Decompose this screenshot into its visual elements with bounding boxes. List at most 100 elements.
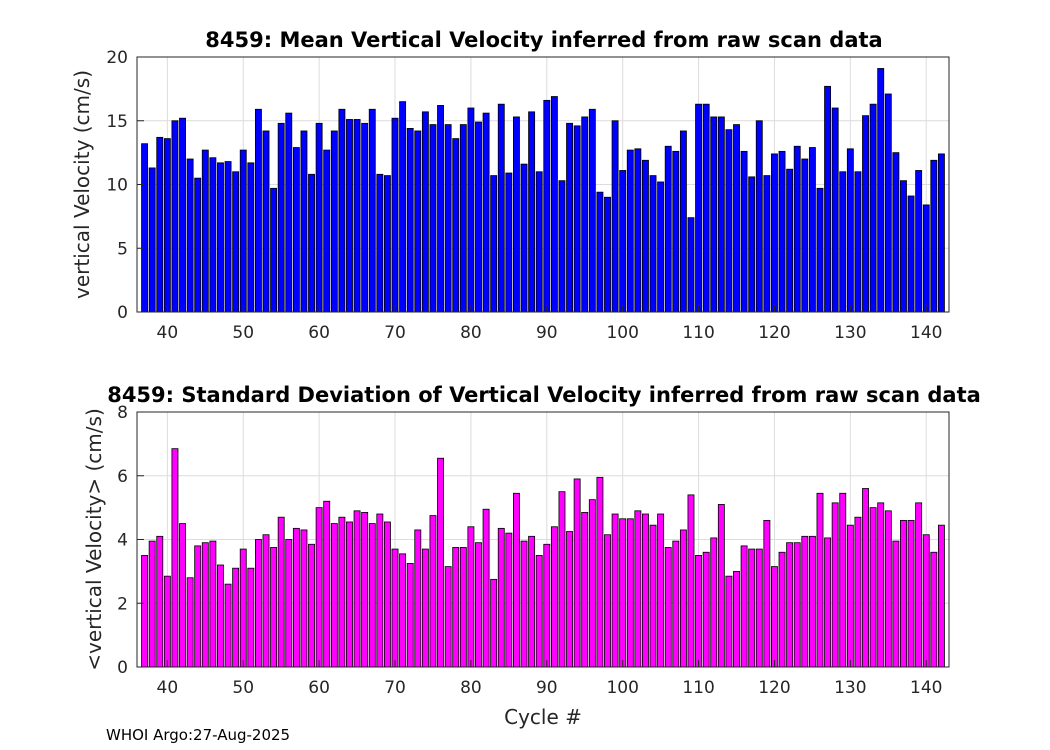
bar	[755, 548, 763, 668]
bar	[308, 543, 315, 668]
bar	[710, 116, 718, 313]
bar	[270, 187, 278, 313]
bar	[186, 577, 194, 668]
bar	[611, 513, 619, 668]
x-tick-label: 130	[834, 678, 866, 698]
y-tick-label: 8	[117, 403, 128, 423]
bar	[368, 523, 376, 668]
bar	[740, 150, 748, 313]
bar	[808, 147, 816, 313]
bar	[801, 535, 809, 668]
bar	[733, 570, 740, 668]
bar	[482, 508, 490, 668]
bar	[900, 519, 907, 668]
bar	[695, 555, 703, 668]
bar	[346, 119, 353, 313]
bar	[915, 502, 923, 668]
bar	[717, 504, 725, 668]
std-velocity-panel: 8459: Standard Deviation of Vertical Vel…	[82, 383, 981, 729]
bar	[854, 171, 862, 313]
bar	[209, 540, 217, 668]
bar	[459, 124, 467, 313]
bar	[414, 130, 422, 313]
x-tick-label: 140	[910, 678, 942, 698]
x-tick-label: 70	[384, 323, 406, 343]
x-tick-label: 50	[232, 323, 254, 343]
bar	[217, 564, 224, 668]
bar	[566, 531, 574, 668]
bar	[588, 108, 596, 313]
bar	[748, 176, 756, 313]
bar	[877, 68, 885, 313]
bar	[922, 534, 930, 668]
bar	[497, 527, 505, 668]
bar	[171, 120, 179, 313]
bar	[513, 116, 520, 313]
bar	[528, 535, 536, 668]
bar	[604, 196, 611, 313]
bar	[634, 148, 642, 313]
bar	[884, 510, 892, 668]
bar	[824, 537, 832, 668]
x-tick-label: 110	[682, 678, 714, 698]
bar	[323, 500, 331, 668]
bar	[513, 492, 520, 668]
x-tick-label: 90	[536, 323, 558, 343]
bar	[467, 526, 475, 668]
bar	[224, 161, 232, 313]
bar-series	[141, 448, 945, 668]
x-tick-label: 120	[758, 323, 790, 343]
bar	[156, 535, 164, 668]
x-tick-label: 130	[834, 323, 866, 343]
bar	[292, 527, 300, 668]
bar	[862, 488, 869, 668]
bar	[475, 542, 482, 668]
mean-velocity-panel: 8459: Mean Vertical Velocity inferred fr…	[70, 28, 950, 343]
bar	[558, 180, 566, 313]
bar	[930, 159, 938, 313]
bar	[239, 149, 247, 313]
bar	[285, 539, 293, 668]
bar	[148, 167, 156, 313]
bar	[566, 122, 574, 313]
bar	[543, 99, 551, 313]
bar	[247, 567, 255, 668]
bar	[771, 153, 778, 313]
bar	[702, 103, 710, 313]
bar	[232, 171, 240, 313]
bar	[793, 145, 801, 313]
y-tick-label: 10	[106, 176, 128, 196]
x-tick-label: 60	[308, 678, 330, 698]
bar	[679, 529, 687, 668]
bar	[771, 566, 778, 668]
bar	[520, 540, 528, 668]
bar	[839, 171, 847, 313]
bar	[406, 127, 414, 313]
x-tick-label: 60	[308, 323, 330, 343]
tick-labels: 40 50 60 70 80 90 100 110 120 130 140 0 2 4 6 8	[117, 403, 942, 698]
bar	[596, 476, 604, 668]
bar	[581, 512, 589, 668]
bar	[558, 491, 566, 668]
bar	[839, 492, 847, 668]
y-axis-label: <vertical Velocity> (cm/s)	[82, 408, 106, 671]
bar	[922, 204, 930, 313]
bar	[330, 523, 338, 668]
bar	[148, 540, 156, 668]
bar	[900, 180, 907, 313]
bar	[604, 534, 611, 668]
bar	[338, 108, 346, 313]
bar	[201, 149, 209, 313]
bar	[391, 548, 399, 668]
bar	[444, 124, 452, 313]
chart-title: 8459: Mean Vertical Velocity inferred fr…	[205, 28, 882, 52]
bar	[831, 107, 839, 313]
bar	[626, 149, 634, 313]
bar	[717, 116, 725, 313]
bar	[619, 170, 627, 313]
bar	[429, 124, 437, 313]
bar	[846, 148, 854, 313]
bar	[710, 537, 718, 668]
footer-credit: WHOI Argo:27-Aug-2025	[106, 726, 291, 744]
bar	[573, 478, 581, 668]
